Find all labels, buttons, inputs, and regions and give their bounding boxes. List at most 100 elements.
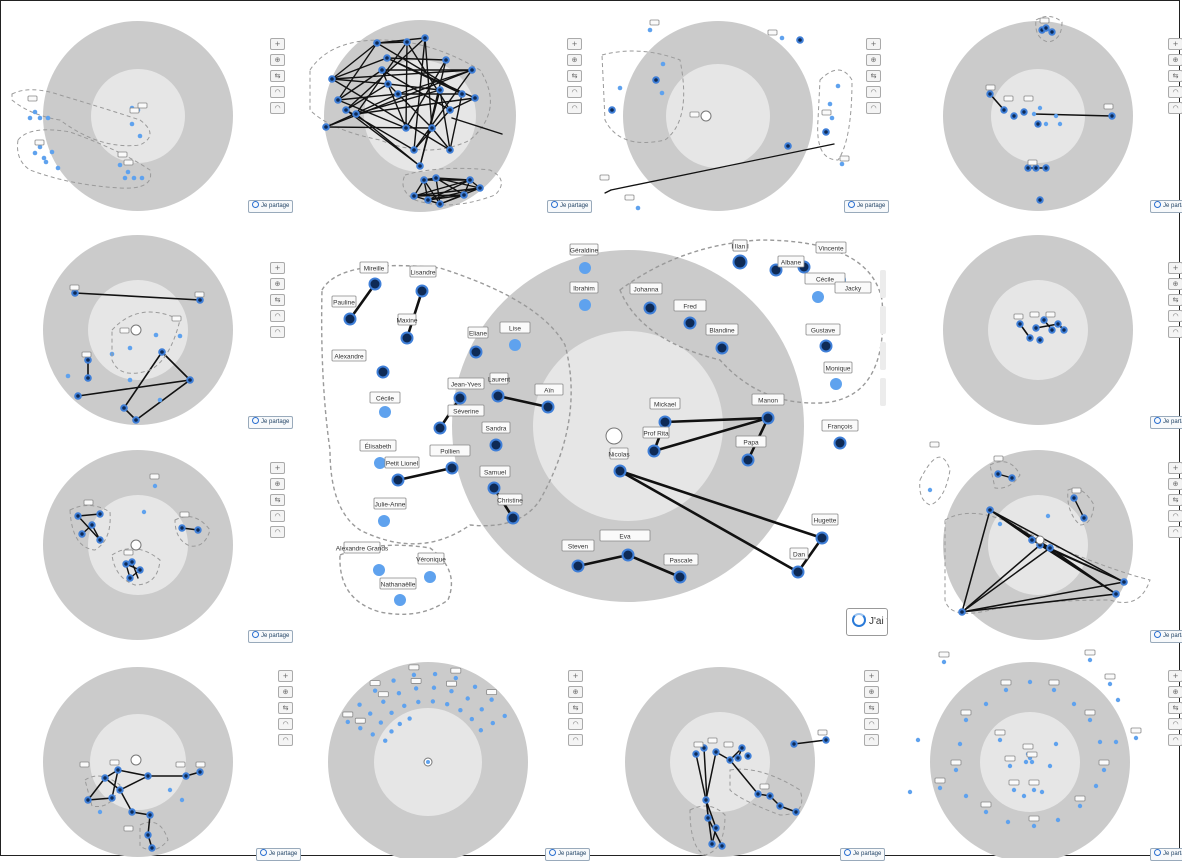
name-tag [993, 455, 1004, 462]
name-tag [777, 255, 805, 268]
center-button[interactable]: ⊕ [1168, 478, 1182, 490]
student-node [1048, 546, 1052, 550]
scroll-segment[interactable] [880, 342, 886, 370]
name-label: Eliane [469, 331, 487, 338]
link-line [387, 83, 441, 91]
swap-button[interactable]: ⇆ [1168, 702, 1182, 714]
center-button[interactable]: ⊕ [270, 278, 285, 290]
view-button[interactable]: ◠ [1168, 510, 1182, 522]
name-tag [1022, 743, 1034, 750]
zoom-in-button[interactable]: + [278, 670, 293, 682]
view-alt-button[interactable]: ◠ [1168, 326, 1182, 338]
swap-button[interactable]: ⇆ [270, 294, 285, 306]
view-button[interactable]: ◠ [567, 86, 582, 98]
student-node [1026, 166, 1030, 170]
view-alt-button[interactable]: ◠ [866, 102, 881, 114]
swap-button[interactable]: ⇆ [1168, 494, 1182, 506]
zoom-in-button[interactable]: + [270, 262, 285, 274]
share-button[interactable]: Je partage [1150, 630, 1182, 643]
view-alt-button[interactable]: ◠ [278, 734, 293, 746]
center-button[interactable]: ⊕ [270, 54, 285, 66]
swap-button[interactable]: ⇆ [567, 70, 582, 82]
view-button[interactable]: ◠ [1168, 86, 1182, 98]
share-button[interactable]: Je partage [248, 630, 294, 643]
zoom-in-button[interactable]: + [270, 38, 285, 50]
center-button[interactable]: ⊕ [1168, 54, 1182, 66]
view-button[interactable]: ◠ [568, 718, 583, 730]
share-button[interactable]: Je partage [1150, 200, 1182, 213]
view-alt-button[interactable]: ◠ [864, 734, 879, 746]
scroll-segment[interactable] [880, 270, 886, 298]
main-share-button[interactable]: J'ai t [846, 608, 888, 636]
name-tag [980, 801, 992, 808]
swap-button[interactable]: ⇆ [1168, 294, 1182, 306]
zoom-in-button[interactable]: + [1168, 262, 1182, 274]
view-button[interactable]: ◠ [270, 310, 285, 322]
zoom-in-button[interactable]: + [567, 38, 582, 50]
name-tag [149, 473, 160, 480]
zoom-in-button[interactable]: + [1168, 38, 1182, 50]
share-button[interactable]: Je partage [248, 416, 294, 429]
swap-button[interactable]: ⇆ [864, 702, 879, 714]
share-button[interactable]: Je partage [1150, 848, 1182, 861]
zoom-in-button[interactable]: + [270, 462, 285, 474]
zoom-in-button[interactable]: + [866, 38, 881, 50]
scroll-segment[interactable] [880, 306, 886, 334]
swap-button[interactable]: ⇆ [270, 494, 285, 506]
view-button[interactable]: ◠ [1168, 310, 1182, 322]
refresh-icon [852, 613, 866, 627]
center-button[interactable]: ⊕ [866, 54, 881, 66]
view-alt-button[interactable]: ◠ [270, 326, 285, 338]
share-button[interactable]: Je partage [256, 848, 302, 861]
name-tag [950, 759, 962, 766]
share-label: Je partage [558, 851, 587, 857]
share-button[interactable]: Je partage [248, 200, 294, 213]
view-alt-button[interactable]: ◠ [1168, 734, 1182, 746]
view-alt-button[interactable]: ◠ [1168, 526, 1182, 538]
view-button[interactable]: ◠ [270, 510, 285, 522]
center-button[interactable]: ⊕ [864, 686, 879, 698]
zoom-in-button[interactable]: + [1168, 670, 1182, 682]
main-scrollbar[interactable] [880, 270, 888, 420]
student-node [756, 792, 760, 796]
view-button[interactable]: ◠ [864, 718, 879, 730]
student-node [1107, 681, 1113, 687]
view-button[interactable]: ◠ [278, 718, 293, 730]
share-button[interactable]: Je partage [1150, 416, 1182, 429]
student-node [1038, 338, 1042, 342]
student-node [768, 794, 772, 798]
view-alt-button[interactable]: ◠ [567, 102, 582, 114]
swap-button[interactable]: ⇆ [866, 70, 881, 82]
view-alt-button[interactable]: ◠ [270, 102, 285, 114]
center-button[interactable]: ⊕ [568, 686, 583, 698]
scroll-segment[interactable] [880, 378, 886, 406]
student-node [1018, 322, 1022, 326]
zoom-in-button[interactable]: + [1168, 462, 1182, 474]
share-button[interactable]: Je partage [840, 848, 886, 861]
student-node [830, 378, 842, 390]
center-button[interactable]: ⊕ [278, 686, 293, 698]
view-alt-button[interactable]: ◠ [568, 734, 583, 746]
name-label: Pollien [440, 449, 460, 456]
zoom-in-button[interactable]: + [864, 670, 879, 682]
swap-button[interactable]: ⇆ [1168, 70, 1182, 82]
student-node [1122, 580, 1126, 584]
center-button[interactable]: ⊕ [567, 54, 582, 66]
view-alt-button[interactable]: ◠ [270, 526, 285, 538]
swap-button[interactable]: ⇆ [278, 702, 293, 714]
swap-button[interactable]: ⇆ [568, 702, 583, 714]
center-button[interactable]: ⊕ [1168, 278, 1182, 290]
share-button[interactable]: Je partage [545, 848, 591, 861]
view-button[interactable]: ◠ [1168, 718, 1182, 730]
center-button[interactable]: ⊕ [270, 478, 285, 490]
zoom-in-button[interactable]: + [568, 670, 583, 682]
student-node [1097, 739, 1103, 745]
view-alt-button[interactable]: ◠ [1168, 102, 1182, 114]
view-button[interactable]: ◠ [270, 86, 285, 98]
center-button[interactable]: ⊕ [1168, 686, 1182, 698]
view-button[interactable]: ◠ [866, 86, 881, 98]
student-node [86, 358, 90, 362]
share-button[interactable]: Je partage [547, 200, 593, 213]
share-button[interactable]: Je partage [844, 200, 890, 213]
swap-button[interactable]: ⇆ [270, 70, 285, 82]
